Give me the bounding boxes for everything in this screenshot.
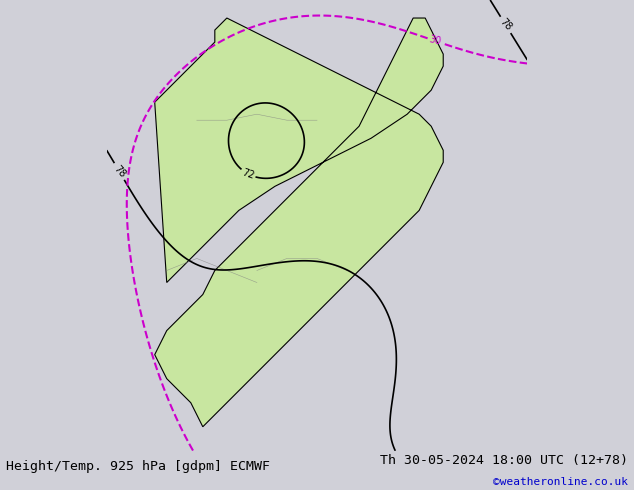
Text: 30: 30 <box>428 35 442 47</box>
Text: 78: 78 <box>112 164 127 179</box>
Text: Height/Temp. 925 hPa [gdpm] ECMWF: Height/Temp. 925 hPa [gdpm] ECMWF <box>6 460 270 473</box>
Text: 72: 72 <box>241 167 256 181</box>
Text: ©weatheronline.co.uk: ©weatheronline.co.uk <box>493 477 628 487</box>
Polygon shape <box>155 18 443 427</box>
Text: Th 30-05-2024 18:00 UTC (12+78): Th 30-05-2024 18:00 UTC (12+78) <box>380 454 628 467</box>
Text: 78: 78 <box>498 17 514 33</box>
